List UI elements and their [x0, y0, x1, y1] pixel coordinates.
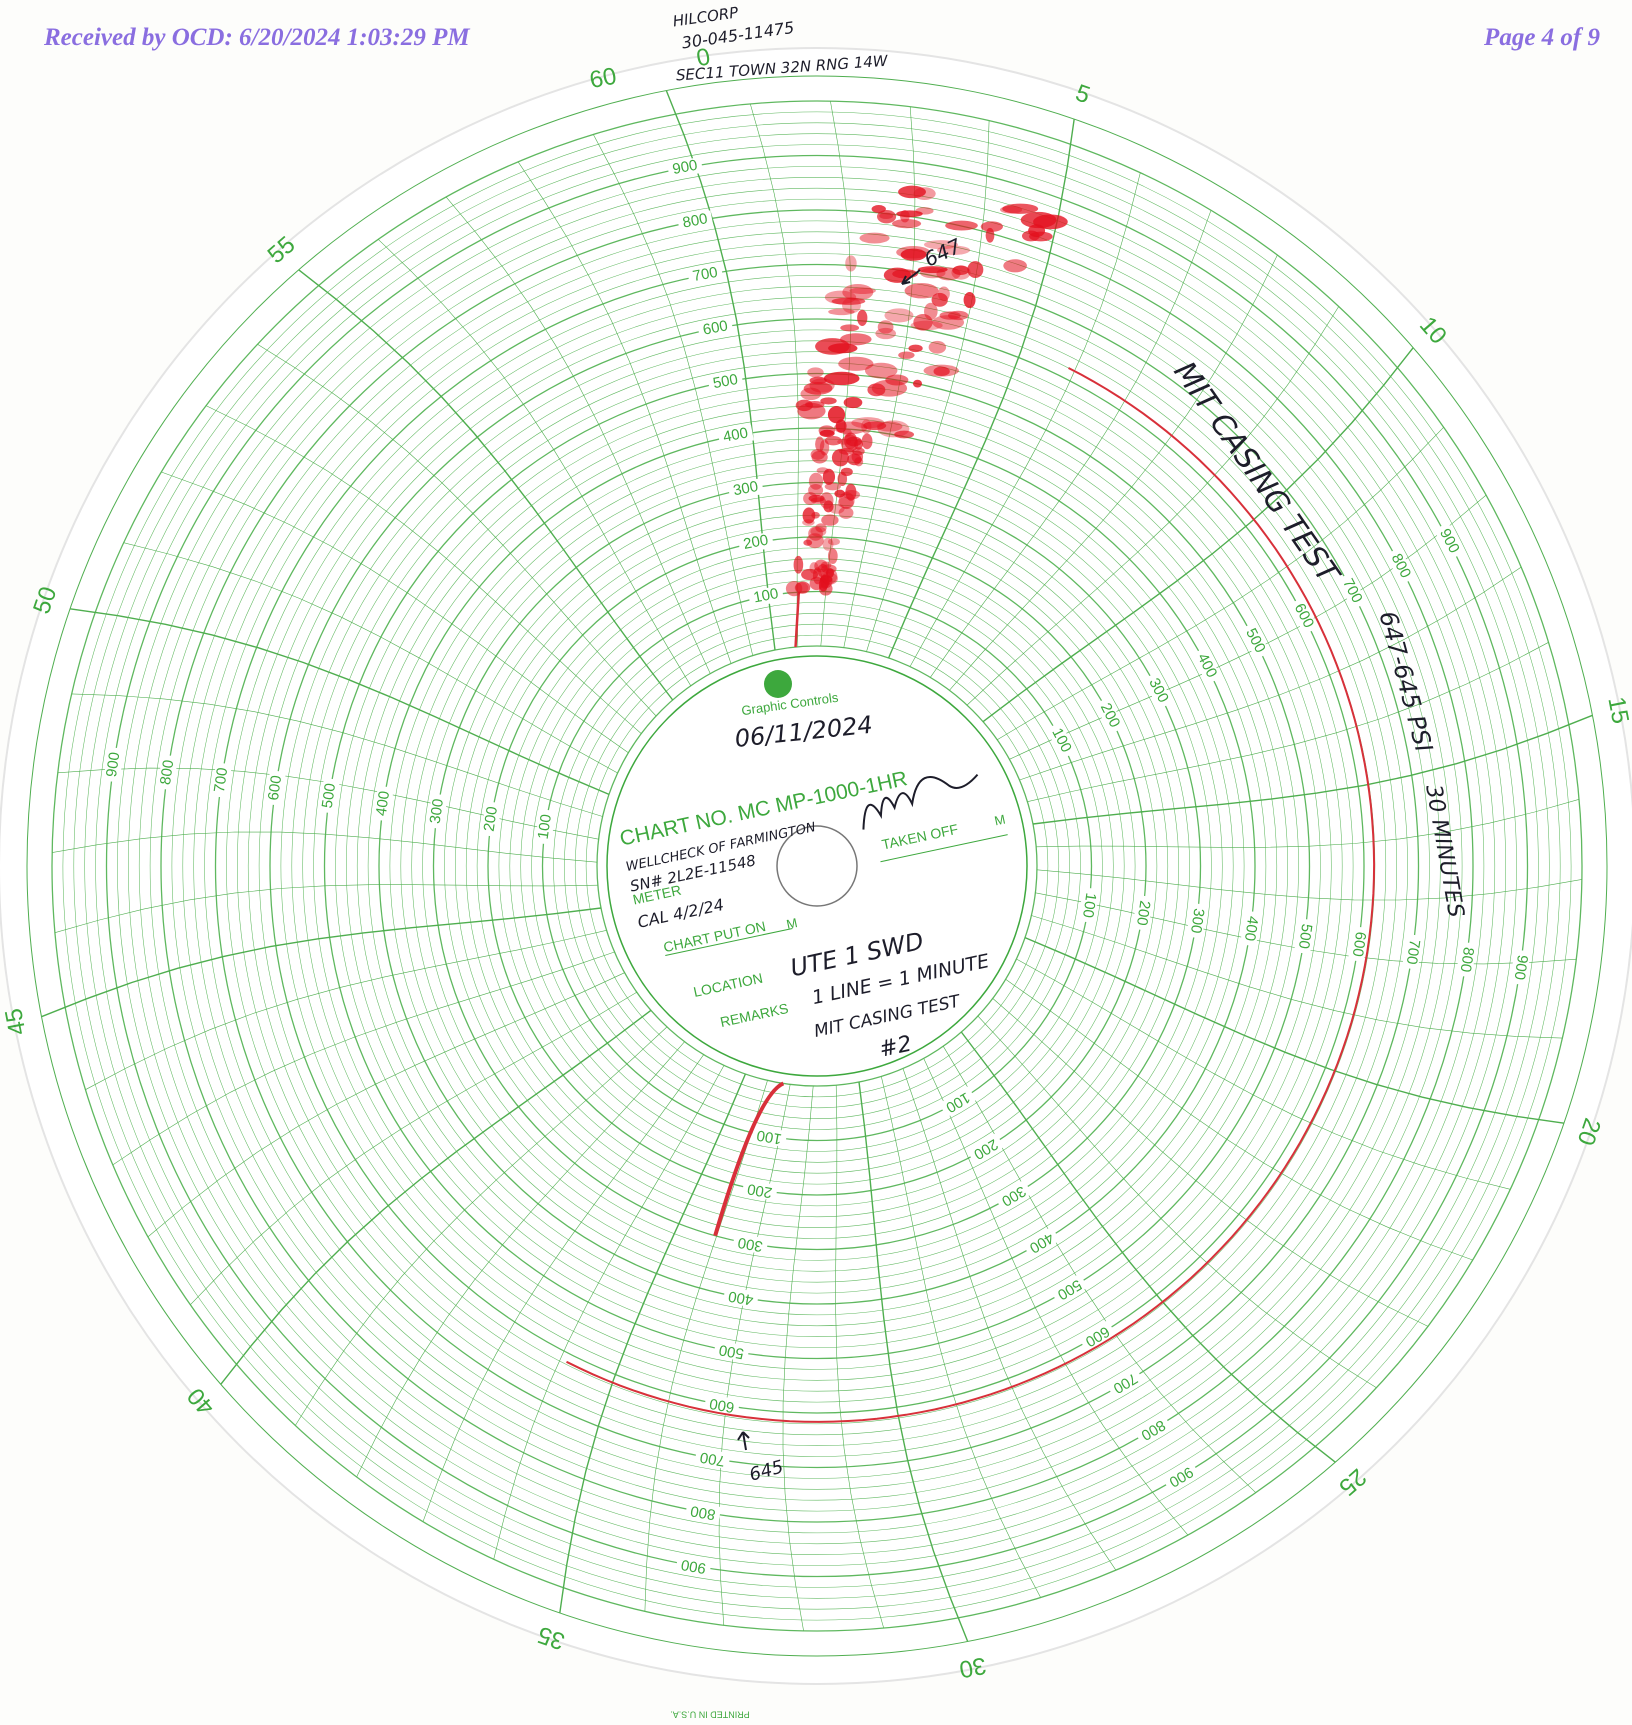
ink-spatter: [832, 449, 849, 466]
minute-label: 30: [957, 1651, 988, 1683]
brand-logo: [764, 670, 792, 698]
ink-spatter: [884, 308, 913, 322]
ink-spatter: [840, 333, 872, 345]
pressure-label: 300: [427, 798, 447, 825]
pressure-label: 800: [1457, 946, 1477, 973]
minute-label: 45: [0, 1006, 32, 1037]
minute-label: 15: [1602, 695, 1632, 726]
ink-spatter: [915, 207, 933, 215]
ink-spatter: [929, 341, 946, 354]
ink-spatter: [828, 548, 838, 564]
pressure-label: 400: [373, 790, 393, 817]
ink-spatter: [825, 436, 842, 445]
ink-spatter: [812, 451, 828, 464]
pressure-label: 900: [1511, 954, 1531, 981]
ink-spatter: [828, 308, 855, 315]
ink-spatter: [826, 568, 834, 578]
ink-spatter: [810, 526, 826, 536]
ink-spatter: [819, 425, 835, 436]
pressure-label: 400: [1241, 915, 1261, 942]
ink-spatter: [828, 406, 845, 423]
ink-spatter: [862, 433, 873, 449]
ink-spatter: [809, 495, 825, 502]
ink-spatter: [981, 221, 1003, 232]
pressure-label: 800: [157, 759, 177, 786]
ink-spatter: [860, 233, 890, 244]
pressure-label: 100: [1079, 892, 1099, 919]
ink-spatter: [875, 328, 896, 339]
pressure-label: 900: [103, 751, 123, 778]
ink-spatter: [802, 519, 814, 526]
pressure-label: 100: [535, 813, 555, 840]
ink-spatter: [1000, 206, 1022, 214]
ink-spatter: [845, 255, 856, 271]
ink-spatter: [800, 388, 821, 401]
pressure-label: 200: [1133, 899, 1153, 926]
ink-spatter: [938, 286, 950, 301]
ink-spatter: [1003, 259, 1027, 272]
ink-spatter: [905, 283, 939, 298]
ink-spatter: [810, 577, 824, 590]
ink-spatter: [815, 436, 824, 451]
pressure-label: 500: [1295, 923, 1315, 950]
ink-spatter: [898, 351, 914, 358]
ink-spatter: [824, 372, 860, 385]
ink-spatter: [908, 345, 922, 353]
ink-spatter: [857, 310, 867, 326]
pressure-label: 200: [481, 805, 501, 832]
printed-note: PRINTED IN U.S.A.: [670, 1710, 750, 1720]
pressure-label: 700: [1403, 938, 1423, 965]
pressure-label: 600: [265, 774, 285, 801]
ink-spatter: [796, 400, 813, 411]
ink-spatter: [932, 315, 964, 330]
pressure-label: 300: [1187, 907, 1207, 934]
ink-spatter: [844, 397, 863, 408]
ink-spatter: [840, 324, 859, 331]
ink-spatter: [838, 472, 848, 486]
ink-spatter: [795, 581, 810, 593]
ink-spatter: [820, 397, 836, 404]
ink-spatter: [847, 454, 861, 466]
ink-spatter: [913, 380, 922, 388]
ink-spatter: [936, 267, 960, 280]
ink-spatter: [914, 187, 936, 200]
ink-spatter: [945, 221, 978, 231]
ink-spatter: [794, 556, 804, 574]
minute-label: 60: [587, 63, 618, 95]
ink-spatter: [934, 367, 950, 376]
ink-spatter: [964, 292, 976, 308]
ink-spatter: [967, 261, 983, 278]
pressure-label: 700: [211, 767, 231, 794]
ink-spatter: [849, 287, 876, 294]
ink-spatter: [872, 205, 886, 213]
ink-spatter: [865, 363, 898, 379]
ink-spatter: [823, 469, 835, 485]
ink-spatter: [828, 538, 840, 545]
ink-spatter: [825, 291, 856, 305]
ink-spatter: [900, 210, 910, 222]
ink-spatter: [809, 473, 823, 490]
ink-spatter: [807, 367, 823, 377]
ink-spatter: [867, 383, 885, 396]
ink-spatter: [851, 417, 884, 428]
pressure-label: 500: [319, 782, 339, 809]
ink-spatter: [839, 492, 855, 509]
ink-spatter: [811, 512, 820, 519]
ink-spatter: [839, 507, 854, 519]
ink-spatter: [1028, 224, 1045, 237]
